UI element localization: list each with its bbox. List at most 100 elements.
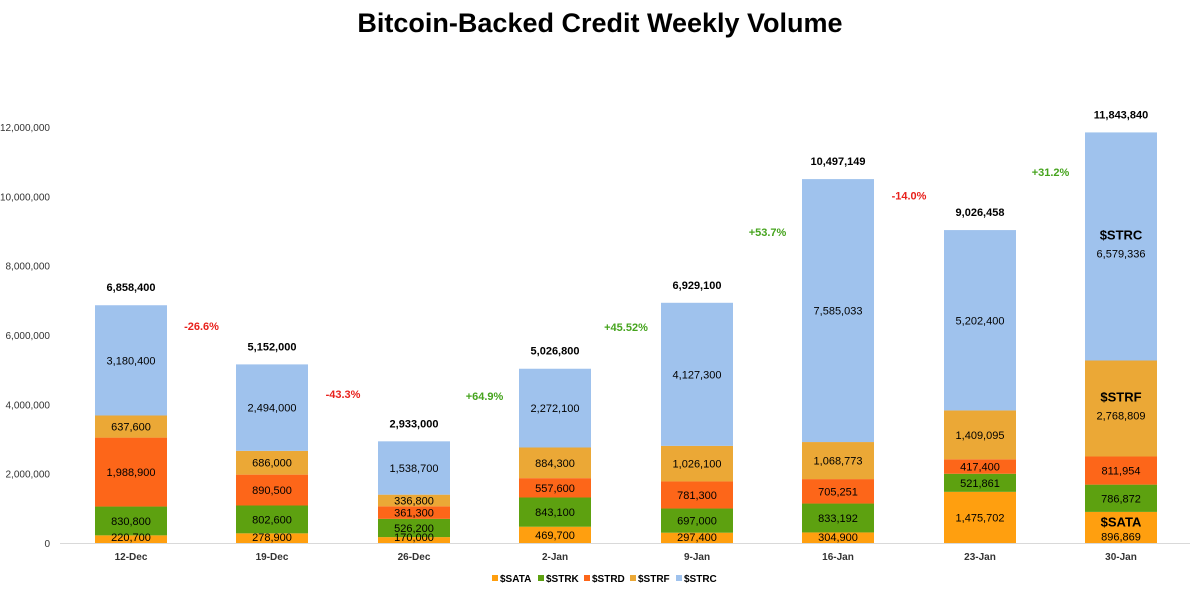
bar-segment-strf <box>944 410 1016 460</box>
total-value-label: 2,933,000 <box>390 418 439 430</box>
bar-segment-strc <box>236 364 308 451</box>
total-value-label: 9,026,458 <box>956 207 1005 219</box>
segment-value-label: 220,700 <box>111 532 151 544</box>
bar-segment-strd <box>519 478 591 498</box>
bar-segment-strk <box>378 518 450 538</box>
x-tick-label: 12-Dec <box>115 552 148 563</box>
bar-segment-sata <box>519 526 591 543</box>
segment-value-label: 170,000 <box>394 532 434 544</box>
bar-segment-strd <box>661 481 733 509</box>
change-percent-label: +53.7% <box>749 227 787 239</box>
bar-segment-strf <box>802 442 874 480</box>
segment-value-label: 2,272,100 <box>531 403 580 415</box>
legend-swatch <box>538 575 544 581</box>
chart-title: Bitcoin-Backed Credit Weekly Volume <box>357 8 843 38</box>
change-percent-label: -26.6% <box>184 321 219 333</box>
segment-value-label: 2,768,809 <box>1097 410 1146 422</box>
segment-value-label: 417,400 <box>960 462 1000 474</box>
series-callout-label: $STRF <box>1100 389 1141 404</box>
bar-segment-sata <box>378 537 450 543</box>
bar-segment-strc <box>944 230 1016 411</box>
y-tick-label: 12,000,000 <box>0 123 50 134</box>
segment-value-label: 1,026,100 <box>673 459 722 471</box>
bar-segment-sata <box>95 535 167 543</box>
legend-swatch <box>630 575 636 581</box>
segment-value-label: 6,579,336 <box>1097 248 1146 260</box>
bar-segment-strd <box>95 437 167 507</box>
total-value-label: 11,843,840 <box>1094 109 1148 121</box>
bar-segment-strd <box>236 474 308 506</box>
change-percent-label: +45.52% <box>604 322 648 334</box>
bar-segment-sata <box>802 532 874 543</box>
bar-segment-strk <box>236 505 308 534</box>
segment-value-label: 1,538,700 <box>390 463 439 475</box>
segment-value-label: 896,869 <box>1101 531 1141 543</box>
x-tick-label: 9-Jan <box>684 552 710 563</box>
change-percent-label: +31.2% <box>1032 167 1070 179</box>
bars <box>95 132 1157 543</box>
segment-value-label: 890,500 <box>252 485 292 497</box>
bar-segment-strc <box>519 368 591 448</box>
labels: 220,700 830,800 1,988,900 637,600 3,180,400 6… <box>107 109 1149 544</box>
series-callout-label: $STRC <box>1100 227 1143 242</box>
bar-segment-strd <box>1085 456 1157 485</box>
segment-value-label: 4,127,300 <box>673 369 722 381</box>
segment-value-label: 7,585,033 <box>814 306 863 318</box>
change-percent-label: +64.9% <box>466 391 504 403</box>
segment-value-label: 884,300 <box>535 458 575 470</box>
bar-segment-strk <box>802 503 874 533</box>
bar-segment-strk <box>944 473 1016 492</box>
x-axis: 12-Dec 19-Dec 26-Dec 2-Jan 9-Jan 16-Jan 23-Jan… <box>60 543 1190 563</box>
x-tick-label: 23-Jan <box>964 552 996 563</box>
bar-segment-strk <box>1085 484 1157 512</box>
bar-segment-sata <box>1085 511 1157 543</box>
legend-label: $STRK <box>546 574 580 585</box>
segment-value-label: 697,000 <box>677 516 717 528</box>
bar-segment-strk <box>95 506 167 536</box>
segment-value-label: 833,192 <box>818 513 858 525</box>
bar-segment-strf <box>95 415 167 438</box>
bar-segment-strc <box>378 441 450 495</box>
segment-value-label: 830,800 <box>111 516 151 528</box>
total-value-label: 5,152,000 <box>248 341 297 353</box>
segment-value-label: 786,872 <box>1101 493 1141 505</box>
legend-swatch <box>492 575 498 581</box>
segment-value-label: 686,000 <box>252 458 292 470</box>
segment-value-label: 705,251 <box>818 486 858 498</box>
bar-segment-strk <box>519 497 591 527</box>
bar-segment-strf <box>236 450 308 475</box>
bar-segment-strc <box>95 305 167 416</box>
y-tick-label: 6,000,000 <box>6 331 51 342</box>
segment-value-label: 1,409,095 <box>956 430 1005 442</box>
y-tick-label: 10,000,000 <box>0 192 50 203</box>
segment-value-label: 1,475,702 <box>956 512 1005 524</box>
total-value-label: 6,858,400 <box>107 282 156 294</box>
bar-segment-sata <box>236 533 308 543</box>
y-axis: 0 2,000,000 4,000,000 6,000,000 8,000,000 10,… <box>0 123 50 550</box>
segment-value-label: 521,861 <box>960 478 1000 490</box>
y-tick-label: 4,000,000 <box>6 400 51 411</box>
segment-value-label: 278,900 <box>252 532 292 544</box>
segment-value-label: 1,988,900 <box>107 467 156 479</box>
legend-label: $SATA <box>500 574 531 585</box>
segment-value-label: 5,202,400 <box>956 315 1005 327</box>
legend-label: $STRD <box>592 574 625 585</box>
segment-value-label: 843,100 <box>535 507 575 519</box>
total-value-label: 6,929,100 <box>673 280 722 292</box>
segment-value-label: 297,400 <box>677 532 717 544</box>
bar-segment-sata <box>944 491 1016 543</box>
bar-segment-strd <box>944 459 1016 474</box>
legend-swatch <box>676 575 682 581</box>
legend: $SATA $STRK $STRD $STRF $STRC <box>492 574 717 585</box>
bar-segment-strf <box>519 447 591 479</box>
x-tick-label: 30-Jan <box>1105 552 1137 563</box>
x-tick-label: 19-Dec <box>256 552 289 563</box>
total-value-label: 5,026,800 <box>531 346 580 358</box>
segment-value-label: 469,700 <box>535 530 575 542</box>
legend-label: $STRF <box>638 574 670 585</box>
change-percent-label: -43.3% <box>326 389 361 401</box>
x-tick-label: 2-Jan <box>542 552 568 563</box>
bar-segment-strc <box>661 302 733 446</box>
x-tick-label: 16-Jan <box>822 552 854 563</box>
